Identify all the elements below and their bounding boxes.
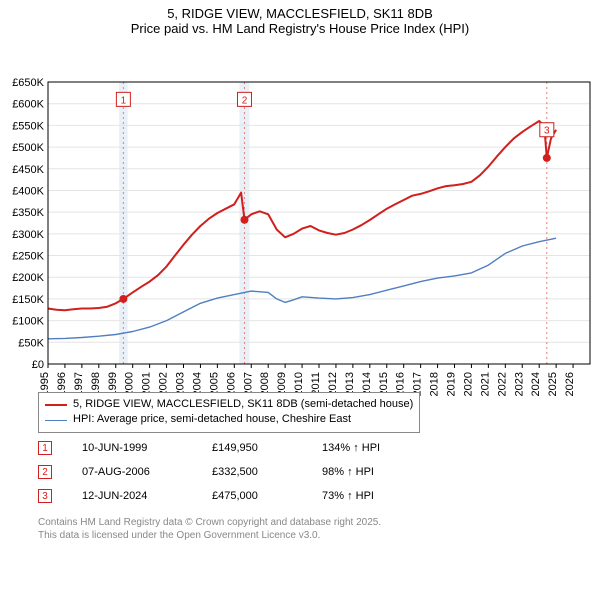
- sale-row: 1 10-JUN-1999 £149,950 134% ↑ HPI: [38, 436, 422, 460]
- sale-hpi: 73% ↑ HPI: [322, 490, 422, 502]
- sale-hpi: 98% ↑ HPI: [322, 466, 422, 478]
- svg-text:£350K: £350K: [12, 207, 44, 219]
- footnote-line-2: This data is licensed under the Open Gov…: [38, 529, 381, 542]
- legend-swatch: [45, 420, 67, 421]
- sale-marker-box: 2: [38, 465, 52, 479]
- svg-text:2023: 2023: [513, 372, 525, 396]
- svg-text:2: 2: [242, 95, 248, 106]
- svg-text:2026: 2026: [564, 372, 576, 396]
- svg-text:£450K: £450K: [12, 164, 44, 176]
- svg-text:£650K: £650K: [12, 77, 44, 89]
- legend-label: HPI: Average price, semi-detached house,…: [73, 412, 351, 427]
- sale-marker-box: 1: [38, 441, 52, 455]
- svg-text:£400K: £400K: [12, 185, 44, 197]
- svg-text:£50K: £50K: [18, 337, 44, 349]
- legend: 5, RIDGE VIEW, MACCLESFIELD, SK11 8DB (s…: [38, 392, 420, 433]
- svg-text:£100K: £100K: [12, 316, 44, 328]
- svg-text:2025: 2025: [547, 372, 559, 396]
- sales-table: 1 10-JUN-1999 £149,950 134% ↑ HPI 2 07-AUG-20…: [38, 436, 422, 508]
- sale-price: £475,000: [212, 490, 292, 502]
- svg-text:£500K: £500K: [12, 142, 44, 154]
- svg-text:3: 3: [544, 126, 550, 137]
- legend-swatch: [45, 404, 67, 406]
- line-chart: £0 £50K £100K £150K £200K £250K £300K £350K £400…: [0, 36, 600, 416]
- svg-text:£150K: £150K: [12, 294, 44, 306]
- svg-text:2021: 2021: [479, 372, 491, 396]
- legend-label: 5, RIDGE VIEW, MACCLESFIELD, SK11 8DB (s…: [73, 397, 413, 412]
- legend-item: HPI: Average price, semi-detached house,…: [45, 412, 413, 427]
- sale-price: £332,500: [212, 466, 292, 478]
- title-line-2: Price paid vs. HM Land Registry's House …: [0, 21, 600, 36]
- sale-row: 2 07-AUG-2006 £332,500 98% ↑ HPI: [38, 460, 422, 484]
- svg-text:£300K: £300K: [12, 229, 44, 241]
- sale-marker-box: 3: [38, 489, 52, 503]
- svg-text:2020: 2020: [462, 372, 474, 396]
- title-line-1: 5, RIDGE VIEW, MACCLESFIELD, SK11 8DB: [0, 6, 600, 21]
- svg-text:£200K: £200K: [12, 272, 44, 284]
- svg-text:£0: £0: [32, 359, 44, 371]
- svg-text:2022: 2022: [496, 372, 508, 396]
- title-block: 5, RIDGE VIEW, MACCLESFIELD, SK11 8DB Pr…: [0, 0, 600, 36]
- sale-date: 07-AUG-2006: [82, 466, 182, 478]
- chart-container: 5, RIDGE VIEW, MACCLESFIELD, SK11 8DB Pr…: [0, 0, 600, 416]
- footnote: Contains HM Land Registry data © Crown c…: [38, 516, 381, 542]
- svg-text:2019: 2019: [446, 372, 458, 396]
- sale-date: 10-JUN-1999: [82, 442, 182, 454]
- svg-text:2018: 2018: [429, 372, 441, 396]
- svg-text:£600K: £600K: [12, 99, 44, 111]
- legend-item: 5, RIDGE VIEW, MACCLESFIELD, SK11 8DB (s…: [45, 397, 413, 412]
- sale-date: 12-JUN-2024: [82, 490, 182, 502]
- svg-text:£550K: £550K: [12, 120, 44, 132]
- footnote-line-1: Contains HM Land Registry data © Crown c…: [38, 516, 381, 529]
- svg-text:1: 1: [121, 95, 127, 106]
- sale-hpi: 134% ↑ HPI: [322, 442, 422, 454]
- sale-price: £149,950: [212, 442, 292, 454]
- sale-row: 3 12-JUN-2024 £475,000 73% ↑ HPI: [38, 484, 422, 508]
- svg-text:2024: 2024: [530, 372, 542, 396]
- svg-text:£250K: £250K: [12, 251, 44, 263]
